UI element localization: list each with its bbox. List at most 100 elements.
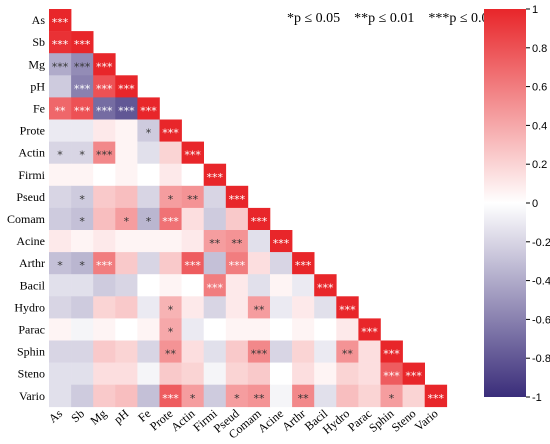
heatmap-cell <box>181 274 204 297</box>
heatmap-cell <box>49 185 72 209</box>
heatmap-cell <box>71 274 94 297</box>
heatmap-cell <box>93 97 116 120</box>
heatmap-cell <box>314 340 337 363</box>
heatmap-cell <box>159 207 182 231</box>
row-label: Firmi <box>18 168 45 182</box>
heatmap-cell <box>71 362 94 385</box>
heatmap-cell <box>137 252 160 275</box>
heatmap-cell <box>93 185 116 209</box>
significance-mark: *** <box>74 82 91 95</box>
heatmap-cells: ****** ****** *** ****** *** ***** *** *** *** **… <box>49 9 448 408</box>
heatmap-cell <box>115 318 138 341</box>
significance-mark: *** <box>74 60 91 73</box>
significance-mark: ** <box>253 303 265 316</box>
heatmap-cell <box>49 362 72 385</box>
heatmap-cell <box>93 207 116 231</box>
column-label: Vario <box>412 406 441 433</box>
heatmap-cell <box>247 384 271 408</box>
significance-mark: *** <box>74 38 91 51</box>
heatmap-cell <box>203 384 227 408</box>
significance-mark: * <box>57 149 63 162</box>
heatmap-cell <box>49 274 72 297</box>
heatmap-cell <box>181 296 204 319</box>
heatmap-cell <box>115 207 138 231</box>
heatmap-cell <box>181 340 204 363</box>
heatmap-cell <box>49 230 72 253</box>
heatmap-cell <box>247 230 271 253</box>
heatmap-cell <box>203 318 227 341</box>
row-label: Actin <box>18 146 45 160</box>
heatmap-cell <box>247 318 271 341</box>
heatmap-cell <box>115 119 138 142</box>
heatmap-cell <box>225 185 249 209</box>
heatmap-cell <box>71 31 94 54</box>
colorbar-tick-label: 0.8 <box>532 43 547 55</box>
heatmap-cell <box>115 362 138 385</box>
significance-legend: *p ≤ 0.05 **p ≤ 0.01 ***p ≤ 0.001 <box>287 11 503 26</box>
heatmap-cell <box>71 75 94 98</box>
heatmap-cell <box>380 384 403 408</box>
significance-mark: * <box>234 392 240 405</box>
heatmap-cell <box>71 53 94 76</box>
row-label: Mg <box>28 57 45 71</box>
significance-mark: * <box>79 149 85 162</box>
heatmap-cell <box>137 318 160 341</box>
heatmap-cell <box>358 362 381 385</box>
heatmap-cell <box>137 340 160 363</box>
heatmap-cell <box>115 340 138 363</box>
heatmap-cell <box>137 141 160 164</box>
significance-mark: *** <box>229 259 246 272</box>
significance-mark: *** <box>52 60 69 73</box>
heatmap-cell <box>314 296 337 319</box>
heatmap-cell <box>203 296 227 319</box>
heatmap-cell <box>270 318 293 341</box>
heatmap-cell <box>159 141 182 164</box>
heatmap-cell <box>270 230 293 253</box>
heatmap-cell <box>292 252 315 275</box>
heatmap-cell <box>336 340 359 363</box>
heatmap-cell <box>115 296 138 319</box>
significance-mark: * <box>168 303 174 316</box>
heatmap-cell <box>159 230 182 253</box>
significance-mark: *** <box>361 325 378 338</box>
heatmap-cell <box>292 384 315 408</box>
heatmap-cell <box>115 75 138 98</box>
significance-mark: * <box>190 392 196 405</box>
significance-mark: *** <box>118 82 135 95</box>
heatmap-cell <box>93 318 116 341</box>
column-label: Sb <box>68 406 87 425</box>
significance-mark: *** <box>118 104 135 117</box>
heatmap-cell <box>225 207 249 231</box>
heatmap-cell <box>203 185 227 209</box>
heatmap-cell <box>49 141 72 164</box>
heatmap-cell <box>270 384 293 408</box>
heatmap-cell <box>225 362 249 385</box>
significance-mark: * <box>79 193 85 206</box>
heatmap-cell <box>380 362 403 385</box>
heatmap-cell <box>49 163 72 187</box>
heatmap-cell <box>225 384 249 408</box>
heatmap-cell <box>159 384 182 408</box>
significance-mark: *** <box>273 237 290 250</box>
heatmap-cell <box>49 296 72 319</box>
significance-mark: *** <box>96 82 113 95</box>
row-label: Fe <box>33 101 45 115</box>
significance-mark: *** <box>207 171 224 184</box>
significance-mark: *** <box>52 38 69 51</box>
heatmap-cell <box>181 230 204 253</box>
heatmap-cell <box>71 119 94 142</box>
heatmap-cell <box>336 296 359 319</box>
row-label: Hydro <box>14 300 45 314</box>
heatmap-cell <box>358 340 381 363</box>
heatmap-cell <box>71 230 94 253</box>
row-label: Parac <box>18 322 45 336</box>
heatmap-cell <box>93 296 116 319</box>
heatmap-cell <box>137 384 160 408</box>
heatmap-cell <box>93 252 116 275</box>
heatmap-cell <box>336 318 359 341</box>
significance-mark: *** <box>295 259 312 272</box>
row-label: Steno <box>18 367 45 381</box>
significance-mark: *** <box>207 281 224 294</box>
colorbar-ticks: 1 0.8 0.6 0.4 0.2 0 -0.2 -0.4 -0.6 -0.8 -1 <box>526 4 550 404</box>
significance-mark: * <box>57 259 63 272</box>
